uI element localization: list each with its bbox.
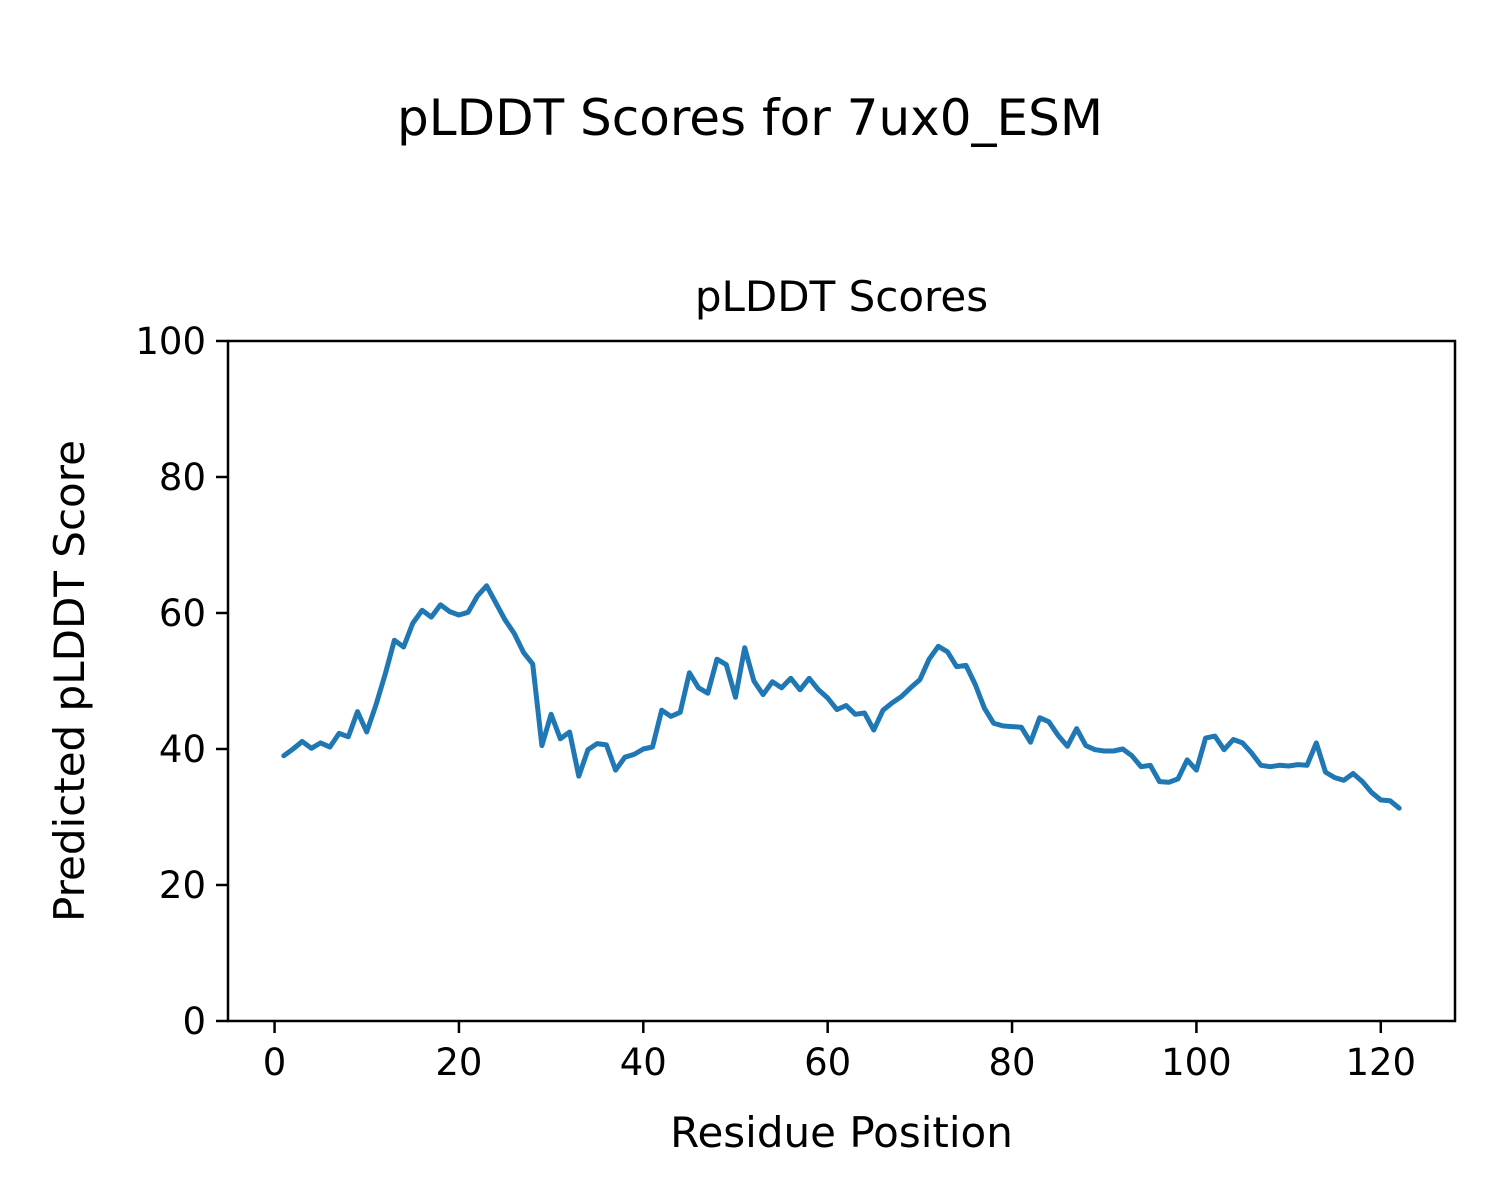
- y-tick-label: 100: [135, 320, 206, 363]
- y-tick-label: 0: [182, 1000, 206, 1043]
- y-tick-label: 40: [159, 728, 206, 771]
- x-tick-label: 60: [804, 1041, 851, 1084]
- figure-title: pLDDT Scores for 7ux0_ESM: [396, 89, 1104, 147]
- axes-title: pLDDT Scores: [694, 272, 989, 321]
- x-tick-label: 20: [435, 1041, 482, 1084]
- x-tick-label: 120: [1345, 1041, 1416, 1084]
- y-tick-label: 80: [159, 456, 206, 499]
- x-tick-label: 80: [988, 1041, 1035, 1084]
- plddt-line: [281, 583, 1402, 811]
- y-tick-label: 20: [159, 864, 206, 907]
- x-tick-label: 100: [1161, 1041, 1232, 1084]
- x-tick-label: 40: [620, 1041, 667, 1084]
- y-tick-label: 60: [159, 592, 206, 635]
- x-axis-label: Residue Position: [670, 1108, 1013, 1157]
- axes-spines: [226, 339, 1457, 1023]
- x-tick-label: 0: [263, 1041, 287, 1084]
